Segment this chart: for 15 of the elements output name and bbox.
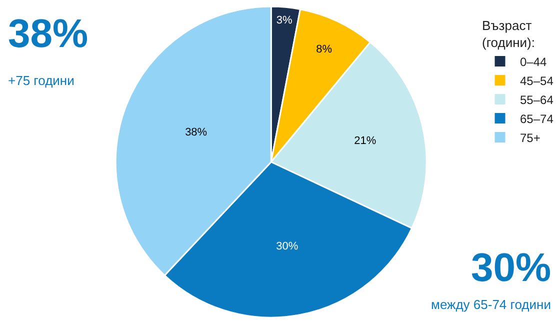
data-label: 3%	[276, 14, 293, 26]
text: +75 години	[8, 73, 74, 88]
legend-label: 75+	[520, 130, 540, 145]
data-label: 21%	[354, 134, 376, 147]
data-label: 30%	[276, 240, 298, 252]
legend-label: 65–74	[520, 112, 554, 126]
legend-label: 55–64	[520, 92, 554, 107]
text: 30%	[471, 246, 552, 290]
legend-label: 0–44	[520, 54, 548, 69]
legend-label: 45–54	[520, 74, 554, 88]
data-label: 8%	[316, 43, 332, 56]
text: 38%	[8, 12, 88, 56]
text: между 65-74 години	[431, 297, 551, 312]
data-label: 38%	[185, 126, 208, 138]
legend-title: Възраст (години):	[482, 18, 535, 50]
